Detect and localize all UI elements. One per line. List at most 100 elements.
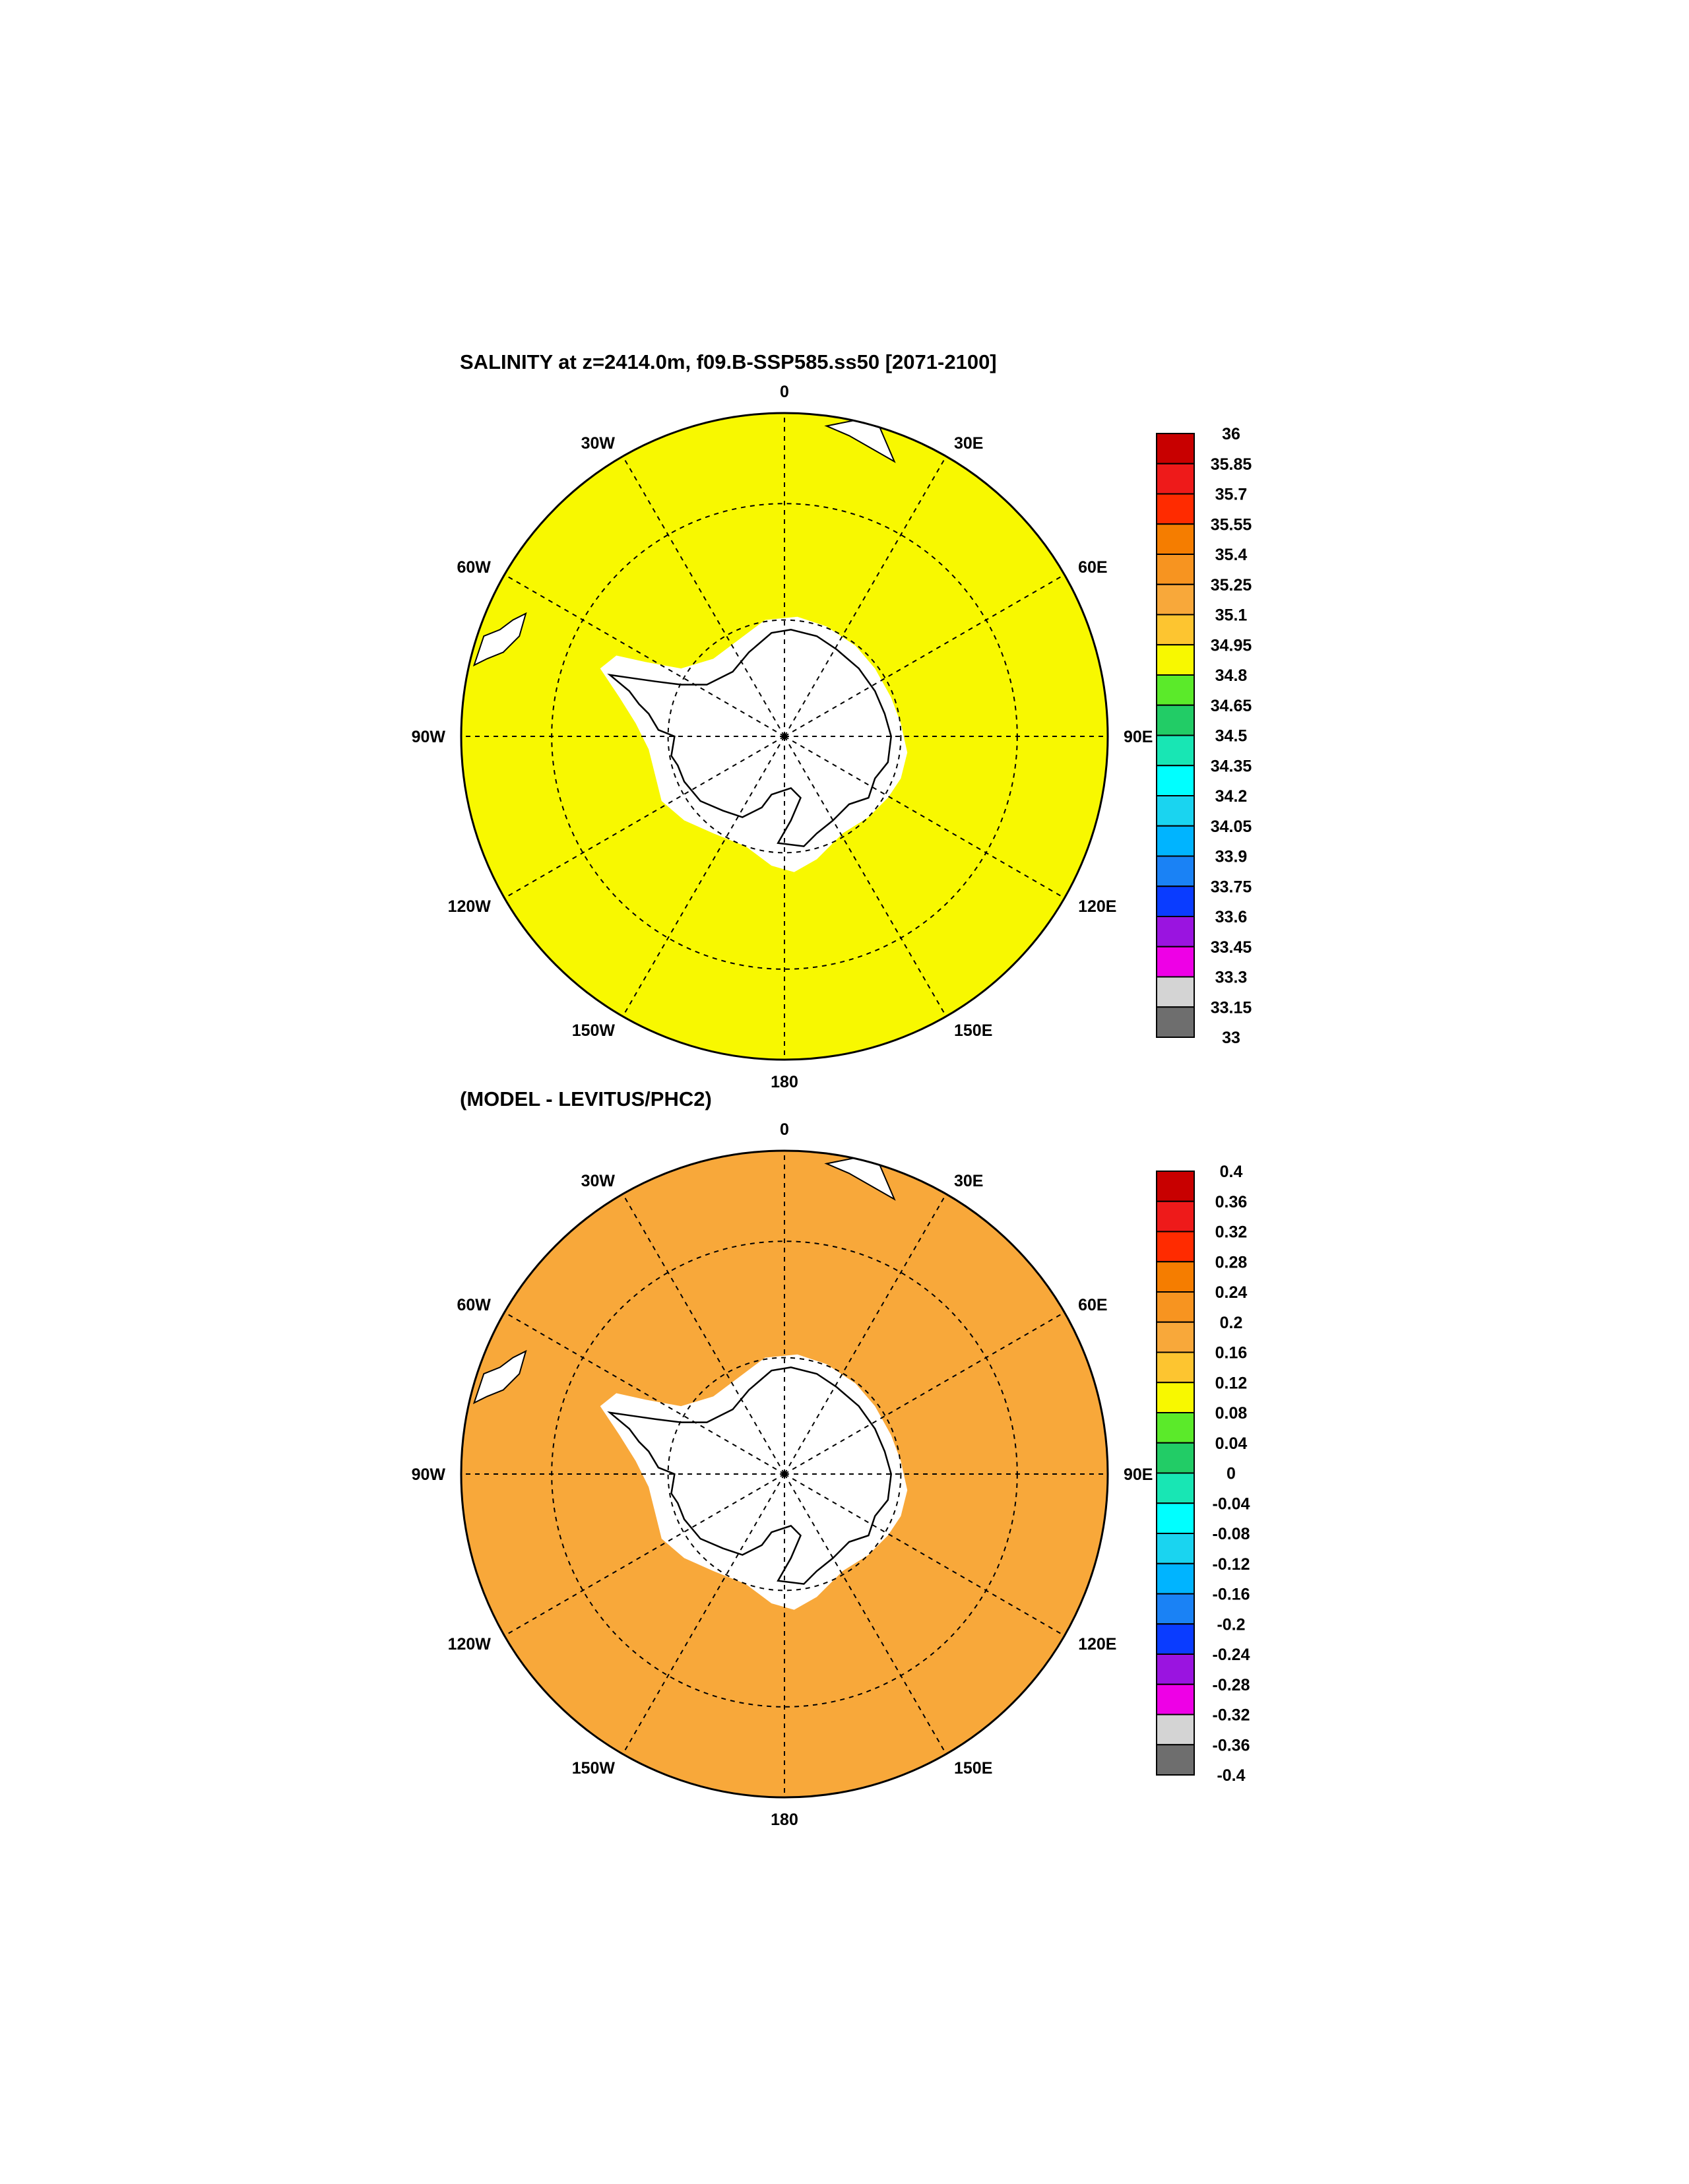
longitude-label: 150E — [954, 1021, 992, 1040]
colorbar-label: 0.36 — [1215, 1193, 1248, 1211]
longitude-label: 30W — [581, 434, 616, 453]
colorbar-label: 34.95 — [1211, 636, 1252, 655]
south-america-coastline — [472, 1349, 527, 1405]
colorbar-label: 35.4 — [1215, 546, 1248, 564]
longitude-label: 150W — [572, 1021, 616, 1040]
colorbar-box — [1156, 916, 1195, 947]
longitude-label: 0 — [780, 383, 789, 401]
colorbar-box — [1156, 1654, 1195, 1685]
colorbar-box — [1156, 1623, 1195, 1655]
colorbar-label: 35.7 — [1215, 486, 1248, 504]
colorbar-box — [1156, 523, 1195, 555]
colorbar-label: 0.08 — [1215, 1404, 1248, 1423]
longitude-label: 120W — [448, 1635, 492, 1654]
meridian — [622, 1194, 785, 1475]
colorbar-box — [1156, 1006, 1195, 1038]
colorbar-box — [1156, 1744, 1195, 1776]
colorbar-box — [1156, 1533, 1195, 1564]
colorbar-label: 0.32 — [1215, 1223, 1248, 1242]
colorbar-label: 0.12 — [1215, 1374, 1248, 1392]
colorbar-label: 0.28 — [1215, 1253, 1248, 1271]
colorbar-box — [1156, 1351, 1195, 1384]
colorbar-label: 0.24 — [1215, 1283, 1248, 1302]
colorbar-box — [1156, 463, 1195, 495]
antarctica-coastline — [607, 1366, 892, 1585]
meridian — [784, 1194, 947, 1475]
colorbar-box — [1156, 1562, 1195, 1595]
salinity-polar-map: 0 30E 60E 90E 120E 150E 180 150W 120W 90W 60W 30W — [412, 383, 1153, 1091]
colorbar-label: 0 — [1227, 1465, 1236, 1483]
colorbar-label: -0.4 — [1217, 1766, 1245, 1785]
longitude-label: 90W — [412, 1465, 446, 1484]
colorbar-box — [1156, 1321, 1195, 1353]
colorbar-label: -0.16 — [1213, 1586, 1250, 1604]
colorbar-label: 35.85 — [1211, 455, 1252, 474]
meridian — [622, 1473, 785, 1754]
colorbar-label: 33.15 — [1211, 998, 1252, 1017]
south-america-coastline — [472, 612, 527, 667]
panel-1-title: SALINITY at z=2414.0m, f09.B-SSP585.ss50… — [460, 350, 997, 373]
colorbar-box — [1156, 674, 1195, 706]
longitude-label: 0 — [780, 1120, 789, 1139]
meridian — [622, 456, 785, 737]
salinity-colorbar: 36 35.85 35.7 35.55 35.4 35.25 35.1 34.95 34.8 34… — [1156, 425, 1252, 1047]
colorbar-label: 33.75 — [1211, 878, 1252, 896]
colorbar-box — [1156, 1382, 1195, 1413]
colorbar-label: -0.12 — [1213, 1555, 1250, 1574]
map-boundary — [460, 1149, 1109, 1799]
colorbar-label: 34.5 — [1215, 727, 1248, 746]
colorbar-box — [1156, 554, 1195, 585]
meridian — [784, 736, 1065, 899]
meridian — [784, 574, 1065, 737]
colorbar-label: 36 — [1222, 425, 1240, 443]
colorbar-label: 34.2 — [1215, 787, 1248, 806]
longitude-label: 150W — [572, 1759, 616, 1778]
colorbar-box — [1156, 1412, 1195, 1444]
longitude-label: 90E — [1124, 728, 1153, 746]
longitude-label: 60E — [1078, 1296, 1107, 1314]
longitude-label: 60W — [457, 558, 491, 577]
colorbar-box — [1156, 704, 1195, 736]
colorbar-box — [1156, 433, 1195, 465]
longitude-label: 30E — [954, 1172, 983, 1190]
colorbar-label: 33.3 — [1215, 969, 1248, 987]
longitude-label: 120E — [1078, 897, 1116, 916]
colorbar-box — [1156, 825, 1195, 857]
longitude-label: 120E — [1078, 1635, 1116, 1654]
longitude-label: 150E — [954, 1759, 992, 1778]
difference-colorbar: 0.4 0.36 0.32 0.28 0.24 0.2 0.16 0.12 0.08 0.04 0 -… — [1156, 1163, 1250, 1785]
difference-polar-map: 0 30E 60E 90E 120E 150E 180 150W 120W 90W 60W 30W — [412, 1120, 1153, 1829]
longitude-label: 60W — [457, 1296, 491, 1314]
colorbar-label: 0.2 — [1220, 1314, 1243, 1332]
colorbar-box — [1156, 1472, 1195, 1504]
colorbar-label: 33.9 — [1215, 848, 1248, 866]
colorbar-box — [1156, 1593, 1195, 1625]
colorbar-label: 33 — [1222, 1029, 1240, 1047]
meridian — [504, 574, 785, 737]
colorbar-label: 35.25 — [1211, 576, 1252, 594]
colorbar-label: 35.1 — [1215, 606, 1248, 625]
colorbar-label: 0.16 — [1215, 1344, 1248, 1363]
antarctica-coastline — [607, 629, 892, 847]
meridian — [504, 1312, 785, 1475]
colorbar-label: 33.6 — [1215, 908, 1248, 926]
longitude-label: 90W — [412, 728, 446, 746]
colorbar-label: -0.28 — [1213, 1676, 1250, 1694]
colorbar-box — [1156, 614, 1195, 646]
meridian — [504, 736, 785, 899]
colorbar-label: 35.55 — [1211, 515, 1252, 534]
colorbar-label: -0.04 — [1213, 1494, 1250, 1513]
colorbar-box — [1156, 795, 1195, 827]
colorbar-box — [1156, 1261, 1195, 1293]
colorbar-box — [1156, 493, 1195, 525]
colorbar-box — [1156, 1200, 1195, 1233]
colorbar-label: 34.65 — [1211, 697, 1252, 715]
colorbar-box — [1156, 1442, 1195, 1474]
colorbar-box — [1156, 1291, 1195, 1323]
longitude-label: 60E — [1078, 558, 1107, 577]
longitude-label: 120W — [448, 897, 492, 916]
latitude-ring — [667, 619, 902, 854]
longitude-label: 180 — [771, 1073, 798, 1091]
colorbar-label: -0.36 — [1213, 1736, 1250, 1754]
